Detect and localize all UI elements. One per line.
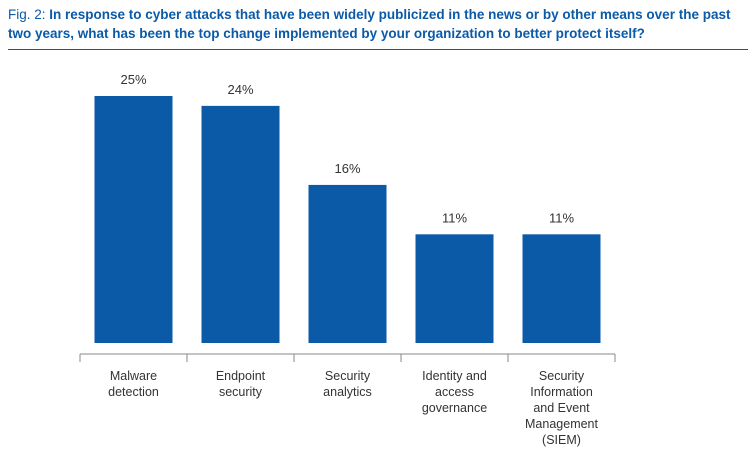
bar-value-label: 16%	[334, 161, 360, 176]
category-label-line: Security	[324, 369, 371, 383]
bar-value-label: 11%	[549, 210, 574, 225]
category-label-line: governance	[421, 401, 488, 415]
category-label: Security Information and Event Management (S…	[507, 368, 617, 448]
category-label: Malware detection	[79, 368, 189, 400]
bar	[308, 184, 387, 343]
figure-question: In response to cyber attacks that have b…	[8, 7, 731, 41]
category-label: Endpoint security	[186, 368, 296, 400]
bar-value-label: 11%	[442, 210, 467, 225]
category-label-line: Identity and	[422, 369, 487, 383]
category-label: Identity and access governance	[400, 368, 510, 416]
category-label-line: and Event	[533, 401, 590, 415]
category-label: Security analytics	[293, 368, 403, 400]
category-label-line: security	[218, 385, 263, 399]
category-label-line: Security	[538, 369, 585, 383]
bar	[522, 234, 601, 343]
chart-title: Fig. 2: In response to cyber attacks tha…	[8, 5, 750, 43]
bar-value-label: 25%	[120, 72, 146, 87]
category-label-line: Malware	[109, 369, 158, 383]
category-label-line: Endpoint	[215, 369, 266, 383]
category-label-line: detection	[108, 385, 159, 399]
bar	[94, 96, 173, 343]
figure-number: Fig. 2:	[8, 7, 50, 22]
category-label-line: Management	[525, 417, 598, 431]
bar	[415, 234, 494, 343]
title-divider	[8, 49, 748, 50]
category-label-line: (SIEM)	[542, 433, 581, 447]
bar	[201, 105, 280, 343]
category-label-line: analytics	[323, 385, 372, 399]
bar-value-label: 24%	[227, 82, 253, 97]
category-label-line: Information	[530, 385, 593, 399]
category-label-line: access	[435, 385, 474, 399]
